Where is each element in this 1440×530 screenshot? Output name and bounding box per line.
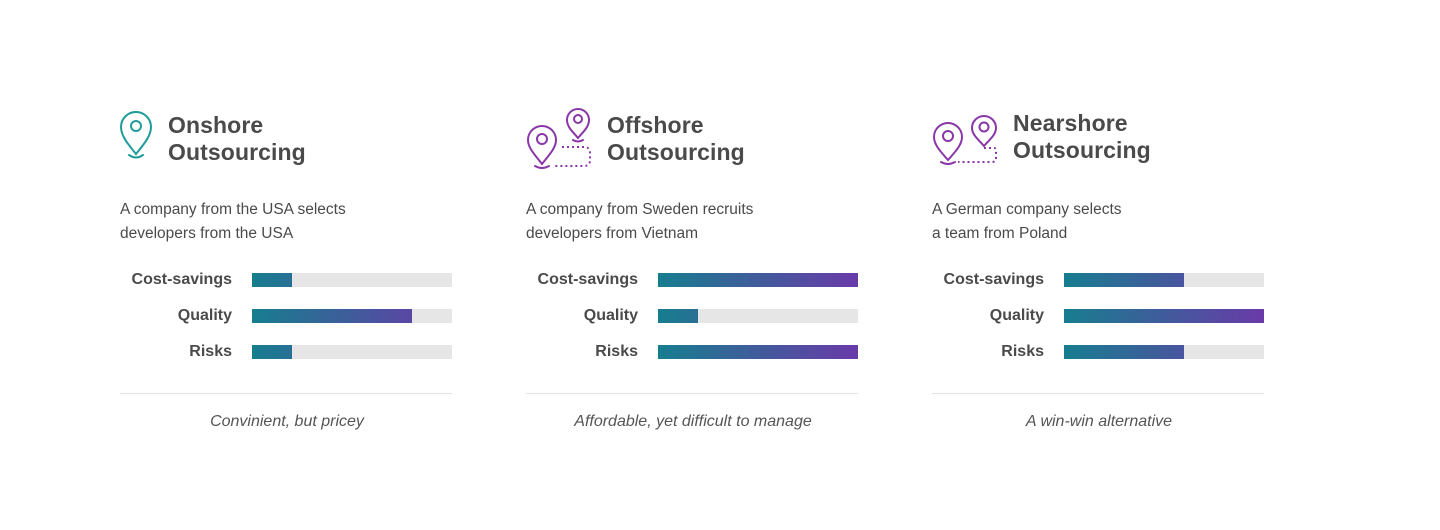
description-line-1: A company from Sweden recruits	[526, 201, 754, 218]
bar-row: Quality	[524, 306, 864, 326]
bar	[1064, 273, 1184, 287]
bar-row: Cost-savings	[118, 270, 458, 290]
bar-row: Cost-savings	[524, 270, 864, 290]
bar	[1064, 345, 1184, 359]
bar-label: Cost-savings	[943, 271, 1044, 288]
description-line-2: developers from the USA	[120, 225, 294, 242]
divider	[120, 393, 452, 394]
bar	[658, 309, 698, 323]
description-line-1: A company from the USA selects	[120, 201, 346, 218]
bar-label: Risks	[595, 343, 638, 360]
bar-track	[1064, 345, 1264, 359]
distant-location-pins-icon	[526, 108, 591, 169]
title-line-1: Onshore	[168, 112, 264, 138]
bar	[252, 345, 292, 359]
divider	[526, 393, 858, 394]
bar-track	[658, 345, 858, 359]
bar-track	[658, 273, 858, 287]
bar-track	[1064, 273, 1264, 287]
bar-row: Cost-savings	[930, 270, 1270, 290]
bar-row: Quality	[930, 306, 1270, 326]
bar-label: Quality	[583, 307, 638, 324]
bar-track	[252, 309, 452, 323]
bar-row: Risks	[930, 342, 1270, 362]
bar	[658, 273, 858, 287]
bar-track	[658, 309, 858, 323]
near-location-pins-icon	[932, 115, 998, 165]
bar	[1064, 309, 1264, 323]
bar	[252, 273, 292, 287]
card-description: A company from Sweden recruits developer…	[526, 198, 826, 246]
bar	[252, 309, 412, 323]
bar-track	[252, 273, 452, 287]
single-location-pin-icon	[119, 111, 153, 159]
bar	[658, 345, 858, 359]
title-line-1: Nearshore	[1013, 110, 1128, 136]
bar-label: Cost-savings	[131, 271, 232, 288]
card-description: A German company selects a team from Pol…	[932, 198, 1232, 246]
bar-row: Risks	[524, 342, 864, 362]
card-summary: A win-win alternative	[1025, 413, 1173, 430]
bar-track	[252, 345, 452, 359]
card-summary: Affordable, yet difficult to manage	[574, 413, 812, 430]
description-line-2: a team from Poland	[932, 225, 1068, 242]
title-line-1: Offshore	[607, 112, 704, 138]
description-line-1: A German company selects	[932, 201, 1122, 218]
bar-row: Quality	[118, 306, 458, 326]
divider	[932, 393, 1264, 394]
bar-label: Quality	[989, 307, 1044, 324]
card-title: Nearshore Outsourcing	[1013, 110, 1151, 164]
card-title: Offshore Outsourcing	[607, 112, 745, 166]
bar-row: Risks	[118, 342, 458, 362]
title-line-2: Outsourcing	[1013, 137, 1151, 163]
card-title: Onshore Outsourcing	[168, 112, 306, 166]
bar-label: Cost-savings	[537, 271, 638, 288]
bar-label: Quality	[177, 307, 232, 324]
bar-label: Risks	[189, 343, 232, 360]
bar-label: Risks	[1001, 343, 1044, 360]
title-line-2: Outsourcing	[607, 139, 745, 165]
card-summary: Convinient, but pricey	[210, 413, 364, 430]
card-description: A company from the USA selects developer…	[120, 198, 420, 246]
description-line-2: developers from Vietnam	[526, 225, 699, 242]
title-line-2: Outsourcing	[168, 139, 306, 165]
bar-track	[1064, 309, 1264, 323]
